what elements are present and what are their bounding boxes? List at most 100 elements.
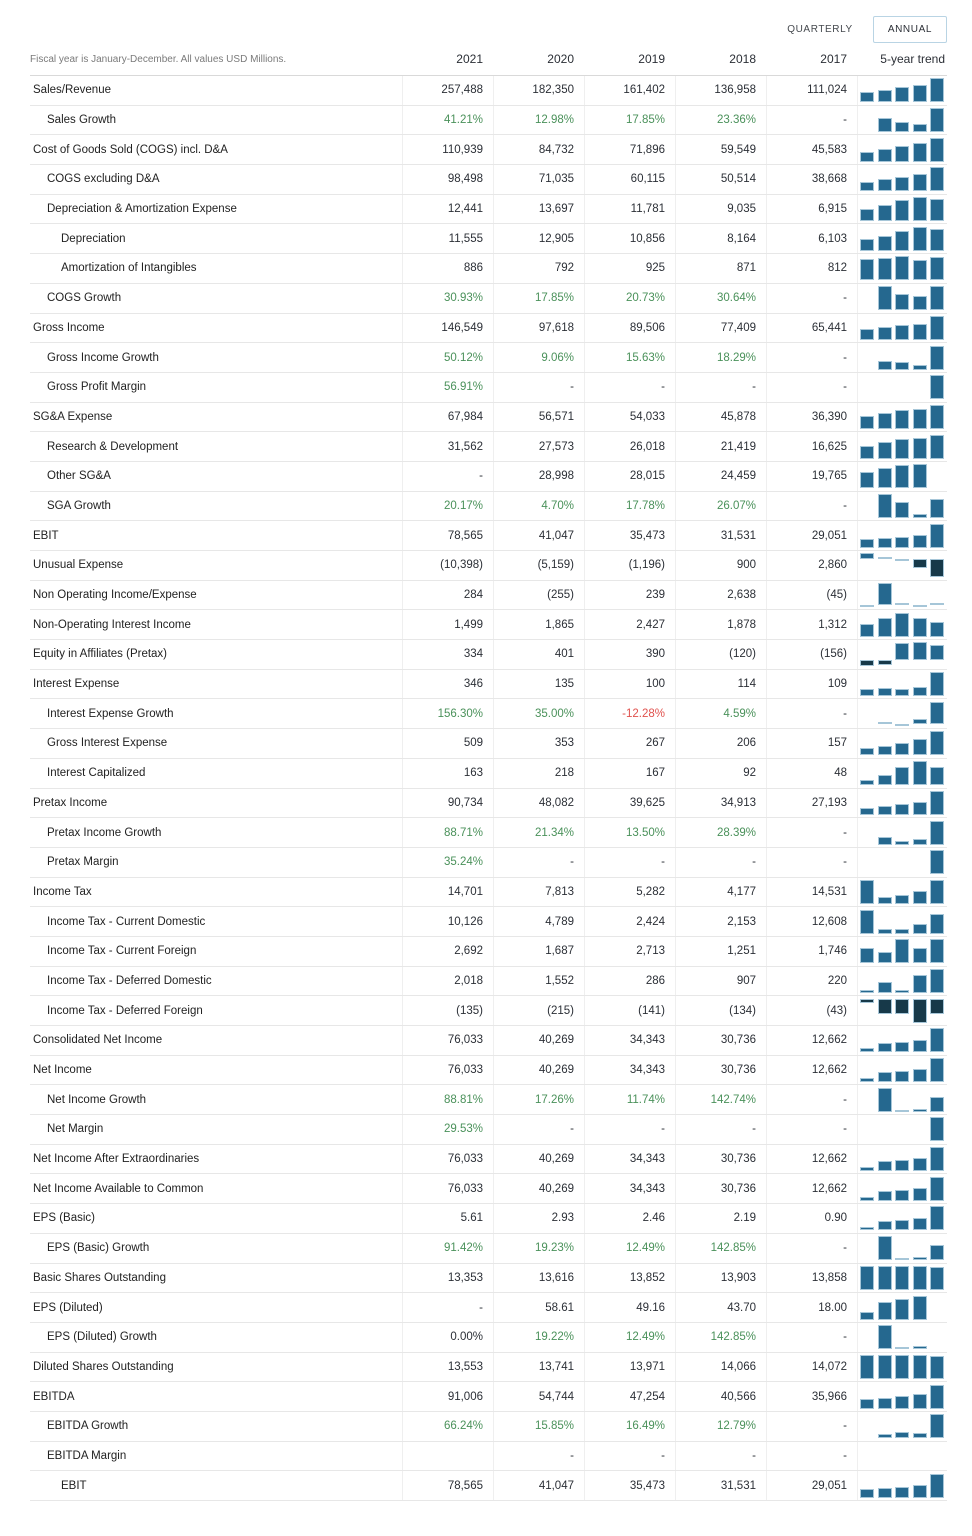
value-cell: 48 [766,758,857,788]
trend-bar [895,1071,909,1083]
value-cell: 5,282 [584,877,675,907]
value-cell: 14,531 [766,877,857,907]
value-cell: (10,398) [402,551,493,580]
trend-sparkline [860,701,944,727]
row-label: Gross Interest Expense [47,737,168,750]
financials-page: QUARTERLY ANNUAL Fiscal year is January-… [30,15,947,1501]
trend-bar [912,1394,927,1409]
value-cell: - [766,343,857,372]
value-cell: 10,126 [402,907,493,936]
trend-sparkline [860,345,944,370]
row-label: EBIT [61,1479,87,1492]
row-label: COGS Growth [47,292,122,305]
trend-bar [895,176,909,192]
trend-sparkline [860,1206,944,1231]
value-cell: - [584,847,675,877]
value-cell: 90,734 [402,788,493,818]
trend-bar [912,437,927,459]
value-cell: 27,193 [766,788,857,818]
value-cell: 71,035 [493,165,584,194]
trend-bar [930,375,944,400]
value-cell: - [766,1233,857,1263]
trend-sparkline [860,137,944,162]
value-cell: - [766,818,857,847]
value-cell: 34,343 [584,1144,675,1174]
row-label: Net Income [33,1064,92,1077]
value-cell: 871 [675,254,766,283]
row-label: EPS (Basic) [33,1212,95,1225]
value-cell: 11,555 [402,224,493,254]
trend-cell [857,669,947,699]
value-cell: - [675,1441,766,1471]
trend-bar [895,1189,909,1201]
trend-bar [912,1256,927,1261]
annual-toggle-button[interactable]: ANNUAL [872,15,947,43]
value-cell: 12.98% [493,105,584,135]
value-cell: 13,858 [766,1263,857,1293]
value-cell: - [766,1322,857,1352]
trend-bar [912,998,927,1023]
trend-bar [877,327,892,340]
table-row: Sales/Revenue 257,488 182,350 161,402 136,95… [30,76,947,106]
trend-bar [912,719,927,725]
trend-bar [860,1312,874,1320]
trend-bar [877,118,892,133]
trend-bar [930,879,944,904]
value-cell: 28,998 [493,461,584,491]
value-cell: 346 [402,669,493,699]
trend-cell [857,1233,947,1263]
table-row: Net Margin 29.53% - - - - [30,1115,947,1145]
trend-bar [860,1265,874,1290]
trend-bar [912,323,927,340]
fiscal-year-note: Fiscal year is January-December. All val… [30,54,287,65]
trend-bar [877,659,892,665]
value-cell: - [584,372,675,402]
table-row: Gross Income Growth 50.12% 9.06% 15.63% 18.2… [30,343,947,373]
table-row: Interest Expense Growth 156.30% 35.00% -12.… [30,699,947,730]
table-row: Sales Growth 41.21% 12.98% 17.85% 23.36% - [30,105,947,136]
value-cell: 1,865 [493,610,584,640]
value-cell: 34,343 [584,1174,675,1204]
trend-bar [877,205,892,222]
value-cell: 1,312 [766,610,857,640]
value-cell: - [493,1115,584,1144]
table-row: Basic Shares Outstanding 13,353 13,616 13,8… [30,1263,947,1294]
value-cell: (156) [766,640,857,669]
trend-bar [877,360,892,370]
value-cell: 24,459 [675,461,766,491]
value-cell: 40,269 [493,1144,584,1174]
value-cell: 76,033 [402,1026,493,1055]
trend-bar [877,618,892,637]
trend-bar [860,1488,874,1498]
value-cell: 29.53% [402,1115,493,1144]
trend-cell [857,1115,947,1144]
trend-bar [912,197,927,222]
value-cell: 36,390 [766,402,857,432]
trend-bar [860,181,874,192]
trend-bar [895,939,909,964]
value-cell: 35.24% [402,847,493,877]
trend-cell [857,699,947,729]
trend-cell [857,1144,947,1174]
value-cell: - [493,1441,584,1471]
quarterly-toggle-button[interactable]: QUARTERLY [787,23,853,35]
trend-bar [930,137,944,162]
value-cell: 66.24% [402,1411,493,1441]
trend-sparkline [860,612,944,637]
trend-cell [857,1352,947,1382]
value-cell: 67,984 [402,402,493,432]
trend-bar [877,442,892,459]
trend-bar [877,1072,892,1083]
trend-bar [930,1244,944,1261]
row-label: Pretax Income [33,796,108,809]
trend-bar [877,805,892,815]
trend-bar [860,748,874,756]
table-row: Cost of Goods Sold (COGS) incl. D&A 110,9… [30,135,947,166]
value-cell: 1,687 [493,936,584,966]
value-cell: 39,625 [584,788,675,818]
trend-sparkline [860,1444,944,1468]
trend-bar [930,257,944,281]
value-cell: 12.49% [584,1322,675,1352]
trend-bar [860,259,874,281]
trend-bar [895,928,909,934]
